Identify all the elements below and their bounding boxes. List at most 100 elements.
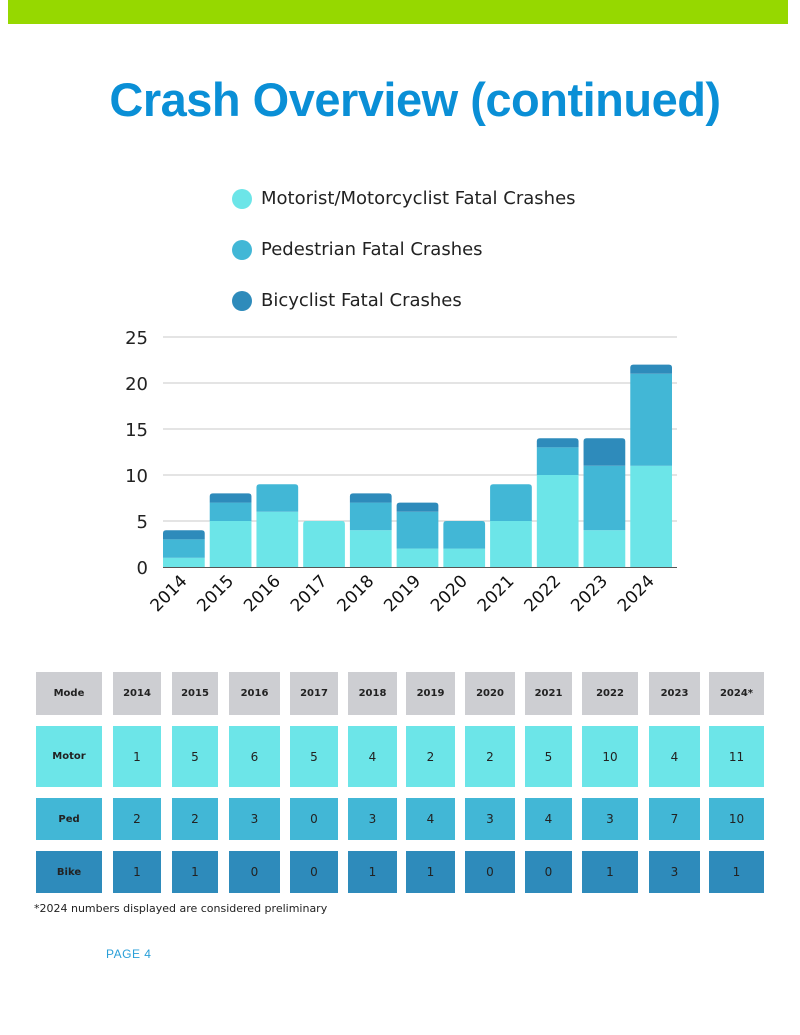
bar-segment-bike (349, 493, 392, 503)
bar-segment-bike (583, 438, 626, 466)
legend-label: Motorist/Motorcyclist Fatal Crashes (261, 188, 576, 209)
table-cell-ped: 4 (406, 798, 455, 840)
x-tick-label: 2022 (520, 571, 565, 616)
accent-bar (8, 0, 788, 24)
page-title: Crash Overview (continued) (109, 73, 721, 126)
legend-item-motor: Motorist/Motorcyclist Fatal Crashes (232, 186, 576, 211)
chart-legend: Motorist/Motorcyclist Fatal Crashes Pede… (232, 186, 576, 339)
legend-item-bike: Bicyclist Fatal Crashes (232, 288, 576, 313)
table-cell-bike: 1 (113, 851, 161, 893)
bar-segment-motor (396, 548, 439, 567)
table-cell-motor: 2 (406, 726, 455, 787)
bar-segment-motor (443, 548, 486, 567)
bar-segment-motor (583, 530, 626, 567)
bar-segment-ped (490, 484, 532, 521)
table-cell-bike: 0 (229, 851, 280, 893)
table-cell-motor: 2 (465, 726, 515, 787)
bar-segment-ped (630, 373, 672, 466)
table-header-year: 2022 (582, 672, 638, 715)
bar-segment-ped (163, 539, 205, 558)
y-tick-label: 15 (125, 420, 148, 441)
table-cell-bike: 1 (172, 851, 218, 893)
table-row-label-bike: Bike (36, 851, 102, 893)
table-cell-bike: 0 (290, 851, 338, 893)
table-cell-bike: 0 (525, 851, 572, 893)
table-header-year: 2019 (406, 672, 455, 715)
table-cell-motor: 1 (113, 726, 161, 787)
table-header-year: 2017 (290, 672, 338, 715)
y-tick-label: 0 (137, 558, 148, 579)
table-cell-ped: 3 (229, 798, 280, 840)
legend-swatch-icon (232, 188, 252, 209)
table-cell-bike: 1 (582, 851, 638, 893)
bar-segment-motor (630, 465, 672, 567)
x-tick-label: 2021 (474, 571, 519, 616)
x-tick-label: 2018 (334, 571, 379, 616)
bar-segment-ped (349, 502, 392, 531)
table-cell-ped: 3 (582, 798, 638, 840)
table-cell-motor: 5 (525, 726, 572, 787)
table-cell-bike: 0 (465, 851, 515, 893)
table-cell-bike: 1 (348, 851, 397, 893)
bar-segment-ped (256, 484, 299, 512)
x-tick-label: 2014 (147, 571, 192, 616)
y-tick-label: 20 (125, 374, 148, 395)
bar-segment-ped (583, 465, 626, 531)
table-cell-ped: 3 (465, 798, 515, 840)
bar-segment-motor (256, 511, 299, 567)
table-cell-motor: 6 (229, 726, 280, 787)
legend-swatch-icon (232, 290, 252, 311)
table-cell-motor: 5 (172, 726, 218, 787)
table-cell-bike: 1 (709, 851, 764, 893)
table-cell-ped: 7 (649, 798, 700, 840)
x-tick-label: 2023 (567, 571, 612, 616)
x-tick-label: 2020 (427, 571, 472, 616)
x-tick-label: 2015 (193, 571, 238, 616)
bar-segment-ped (536, 447, 579, 475)
bar-segment-ped (443, 521, 486, 549)
legend-label: Pedestrian Fatal Crashes (261, 239, 483, 260)
x-tick-label: 2016 (240, 571, 285, 616)
bar-segment-ped (396, 511, 439, 549)
table-cell-bike: 3 (649, 851, 700, 893)
bar-segment-bike (630, 364, 672, 374)
table-header-year: 2020 (465, 672, 515, 715)
table-cell-motor: 4 (649, 726, 700, 787)
page-number: PAGE 4 (106, 947, 152, 961)
bar-segment-bike (536, 438, 579, 448)
bar-segment-motor (490, 521, 532, 567)
table-row-label-motor: Motor (36, 726, 102, 787)
bar-segment-bike (209, 493, 252, 503)
bar-segment-motor (163, 557, 205, 567)
table-cell-bike: 1 (406, 851, 455, 893)
x-tick-label: 2019 (380, 571, 425, 616)
bar-segment-motor (349, 530, 392, 567)
y-tick-label: 5 (137, 512, 148, 533)
table-header-year: 2014 (113, 672, 161, 715)
bar-segment-bike (396, 502, 439, 512)
table-header-year: 2016 (229, 672, 280, 715)
bar-segment-bike (163, 530, 205, 540)
table-cell-motor: 11 (709, 726, 764, 787)
bar-segment-motor (303, 521, 345, 567)
table-cell-ped: 4 (525, 798, 572, 840)
y-tick-label: 25 (125, 328, 148, 349)
legend-swatch-icon (232, 239, 252, 260)
x-tick-label: 2017 (287, 571, 332, 616)
table-header-year: 2018 (348, 672, 397, 715)
table-cell-motor: 10 (582, 726, 638, 787)
bar-segment-motor (536, 475, 579, 567)
table-header-mode: Mode (36, 672, 102, 715)
x-tick-label: 2024 (614, 571, 659, 616)
table-row-label-ped: Ped (36, 798, 102, 840)
table-cell-ped: 10 (709, 798, 764, 840)
footnote: *2024 numbers displayed are considered p… (34, 902, 328, 915)
table-cell-motor: 4 (348, 726, 397, 787)
legend-label: Bicyclist Fatal Crashes (261, 290, 462, 311)
legend-item-ped: Pedestrian Fatal Crashes (232, 237, 576, 262)
table-cell-motor: 5 (290, 726, 338, 787)
table-cell-ped: 2 (113, 798, 161, 840)
bar-segment-motor (209, 521, 252, 567)
bar-segment-ped (209, 502, 252, 521)
